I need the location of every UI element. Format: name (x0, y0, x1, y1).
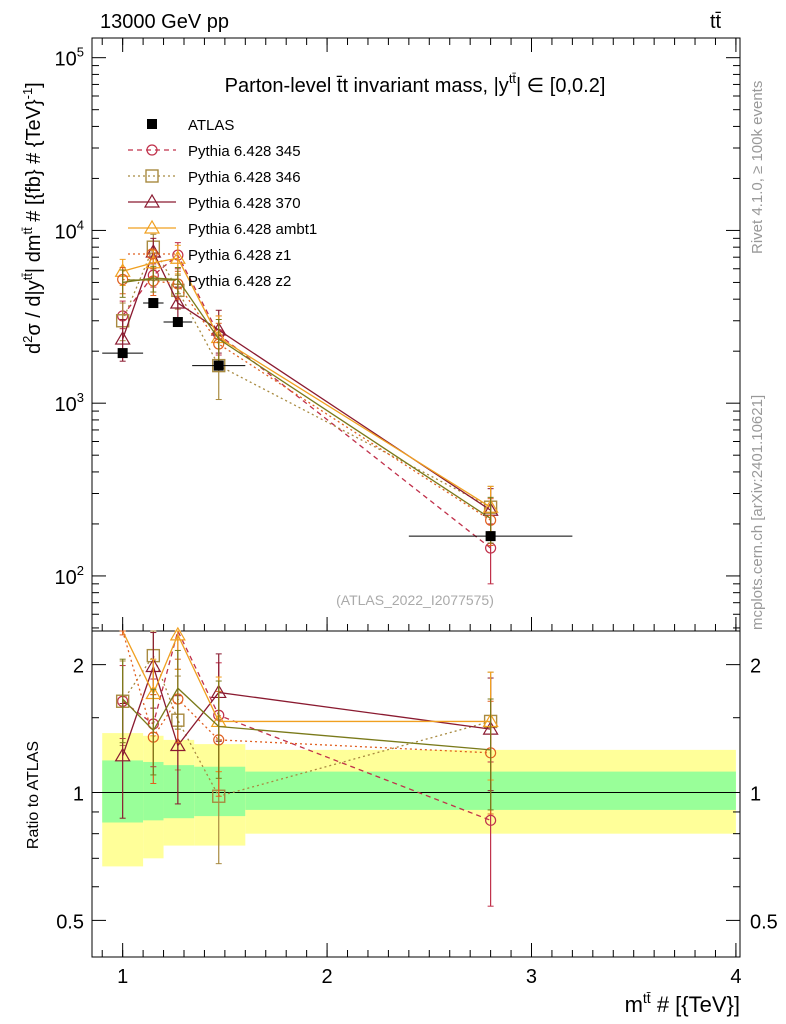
main-ytick-label-3: 105 (55, 45, 84, 71)
legend-entry-3: Pythia 6.428 ambt1 (128, 219, 317, 238)
xtick-label-3: 4 (730, 966, 741, 988)
xtick-label-1: 2 (322, 966, 333, 988)
ratio-marker-2-0 (114, 747, 131, 762)
xtick-label-0: 1 (117, 966, 128, 988)
legend-entry-1: Pythia 6.428 346 (128, 169, 301, 186)
ratio-ytick-label-right-0: 0.5 (750, 911, 778, 933)
main-series-0 (117, 242, 497, 585)
band-green-1 (143, 761, 164, 821)
legend-entry-data: ATLAS (147, 117, 234, 134)
band-green-2 (163, 765, 195, 819)
ratio-plot (114, 626, 499, 907)
legend-entry-4: Pythia 6.428 z1 (128, 247, 291, 264)
ratio-marker-0-4 (485, 814, 497, 826)
data-point-1 (148, 298, 159, 309)
xtick-label-2: 3 (526, 966, 537, 988)
chart-title: Parton-level t̄t invariant mass, |ytt̄| … (225, 71, 606, 97)
legend-label-2: Pythia 6.428 370 (188, 195, 301, 212)
ratio-ytick-label-2: 2 (73, 656, 84, 678)
legend-marker-data (147, 119, 157, 129)
data-point-0 (117, 348, 128, 359)
ratio-y-axis-label: Ratio to ATLAS (25, 741, 42, 849)
legend-label-3: Pythia 6.428 ambt1 (188, 221, 317, 238)
main-y-axis-label: d2σ / d|ytt̄| dmtt̄ # [{fb} # {TeV}-1] (20, 82, 45, 354)
legend-entry-5: Pythia 6.428 z2 (128, 273, 291, 290)
axes: 102 103 104 105 1 2 3 4 0.5 0.5 1 1 2 2 (55, 38, 778, 988)
main-marker-2-2 (169, 294, 186, 309)
ratio-frame (91, 630, 741, 958)
main-ytick-label-1: 103 (55, 390, 84, 416)
legend-marker-4 (146, 248, 158, 260)
legend-marker-1 (145, 169, 159, 183)
data-series (102, 298, 573, 542)
x-axis-label: mtt̄ # [{TeV}] (625, 990, 740, 1017)
analysis-watermark: (ATLAS_2022_I2077575) (336, 592, 494, 608)
legend-label-1: Pythia 6.428 346 (188, 169, 301, 186)
ratio-ytick-label-0: 0.5 (56, 911, 84, 933)
legend-entry-2: Pythia 6.428 370 (128, 193, 301, 212)
legend-label-0: Pythia 6.428 345 (188, 143, 301, 160)
legend-marker-2 (143, 193, 161, 208)
legend-marker-3 (143, 219, 161, 234)
band-green-3 (194, 766, 246, 817)
ratio-ytick-label-1: 1 (73, 784, 84, 806)
main-ytick-label-0: 102 (55, 563, 84, 589)
legend-label-4: Pythia 6.428 z1 (188, 247, 291, 264)
rivet-label: Rivet 4.1.0, ≥ 100k events (749, 81, 766, 254)
legend-label-data: ATLAS (188, 117, 234, 134)
main-plot (102, 233, 573, 585)
ratio-ytick-label-right-2: 2 (750, 656, 761, 678)
energy-label: 13000 GeV pp (100, 11, 229, 33)
main-ytick-label-2: 104 (55, 217, 84, 243)
process-label: tt̄ (710, 11, 722, 33)
data-point-3 (213, 360, 224, 371)
main-marker-3-2 (169, 250, 186, 264)
legend: ATLAS Pythia 6.428 345 Pythia 6.428 346 Pyt… (128, 117, 317, 290)
legend-label-5: Pythia 6.428 z2 (188, 273, 291, 290)
ratio-series-line-0 (122, 629, 491, 821)
ratio-bands (92, 733, 740, 867)
legend-entry-0: Pythia 6.428 345 (128, 143, 301, 160)
ratio-series-line-1 (122, 654, 491, 798)
ratio-marker-2-2 (169, 737, 186, 752)
main-series-4 (117, 267, 497, 547)
data-point-2 (172, 317, 183, 328)
ratio-marker-3-2 (169, 626, 186, 641)
data-point-4 (485, 531, 496, 542)
main-marker-2-0 (114, 330, 131, 345)
mcplots-label: mcplots.cern.ch [arXiv:2401.10621] (749, 395, 766, 630)
ratio-ytick-label-right-1: 1 (750, 784, 761, 806)
ratio-series-5 (119, 649, 494, 811)
legend-marker-0 (146, 144, 158, 156)
